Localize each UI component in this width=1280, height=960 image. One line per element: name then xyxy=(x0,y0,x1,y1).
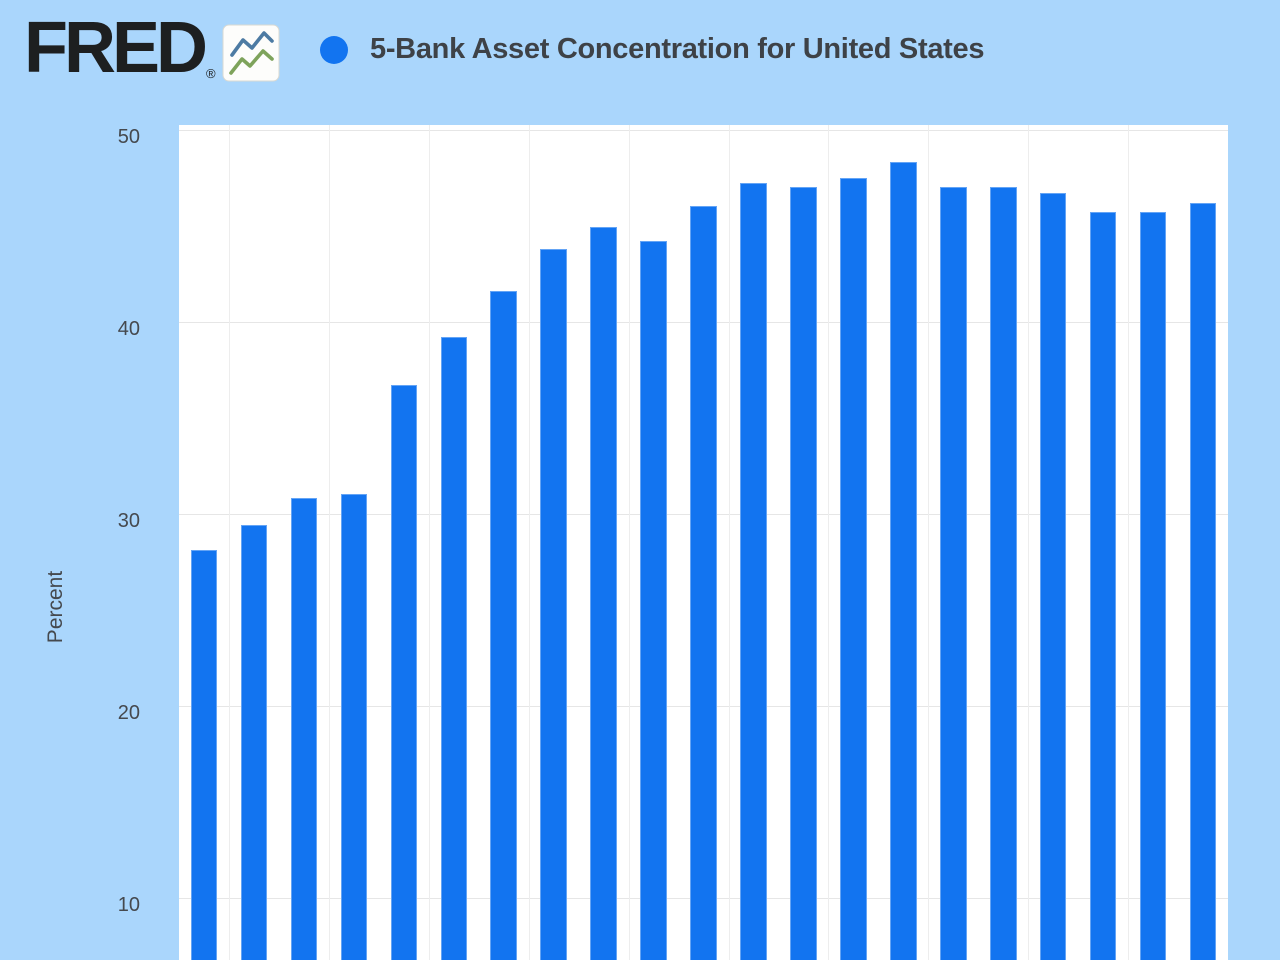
y-axis-title: Percent xyxy=(44,570,67,644)
bar[interactable] xyxy=(690,206,717,960)
bar[interactable] xyxy=(290,498,318,960)
bar[interactable] xyxy=(740,183,767,960)
bar[interactable] xyxy=(540,248,567,960)
bar[interactable] xyxy=(340,494,368,960)
bar[interactable] xyxy=(990,187,1017,960)
y-axis-tick-label: 10 xyxy=(117,893,140,916)
fred-sparkline-icon xyxy=(222,24,280,87)
bar[interactable] xyxy=(590,227,617,960)
series-legend[interactable]: 5-Bank Asset Concentration for United St… xyxy=(320,33,984,66)
plot-area xyxy=(179,125,1228,960)
v-gridline xyxy=(528,125,530,960)
bar[interactable] xyxy=(1139,212,1167,960)
v-gridline xyxy=(928,125,930,960)
bar[interactable] xyxy=(890,162,917,960)
legend-marker-icon xyxy=(320,35,348,64)
bar[interactable] xyxy=(1089,212,1117,960)
bar[interactable] xyxy=(940,187,967,960)
v-gridline xyxy=(628,125,630,960)
v-gridline xyxy=(1028,125,1030,960)
bar[interactable] xyxy=(390,384,417,960)
y-axis-tick-label: 50 xyxy=(117,125,140,148)
v-gridline xyxy=(828,125,830,960)
y-axis-tick-label: 40 xyxy=(117,317,140,340)
series-title: 5-Bank Asset Concentration for United St… xyxy=(370,33,985,65)
bar[interactable] xyxy=(1189,202,1217,960)
y-axis-tick-label: 30 xyxy=(117,509,140,532)
registered-trademark: ® xyxy=(206,66,216,81)
bar[interactable] xyxy=(640,240,667,960)
bar[interactable] xyxy=(240,525,268,960)
v-gridline xyxy=(1128,125,1130,960)
v-gridline xyxy=(728,125,730,960)
bar[interactable] xyxy=(190,550,218,960)
v-gridline xyxy=(229,125,230,960)
bar[interactable] xyxy=(490,290,517,960)
y-axis-tick-label: 20 xyxy=(117,701,140,724)
bar[interactable] xyxy=(840,177,867,960)
v-gridline xyxy=(328,125,330,960)
v-gridline xyxy=(428,125,430,960)
h-gridline xyxy=(179,129,1228,131)
bar[interactable] xyxy=(440,336,467,960)
bar[interactable] xyxy=(1039,192,1067,960)
fred-logo[interactable]: FRED ® xyxy=(24,8,280,88)
fred-wordmark: FRED xyxy=(24,8,208,88)
bar[interactable] xyxy=(790,187,817,960)
